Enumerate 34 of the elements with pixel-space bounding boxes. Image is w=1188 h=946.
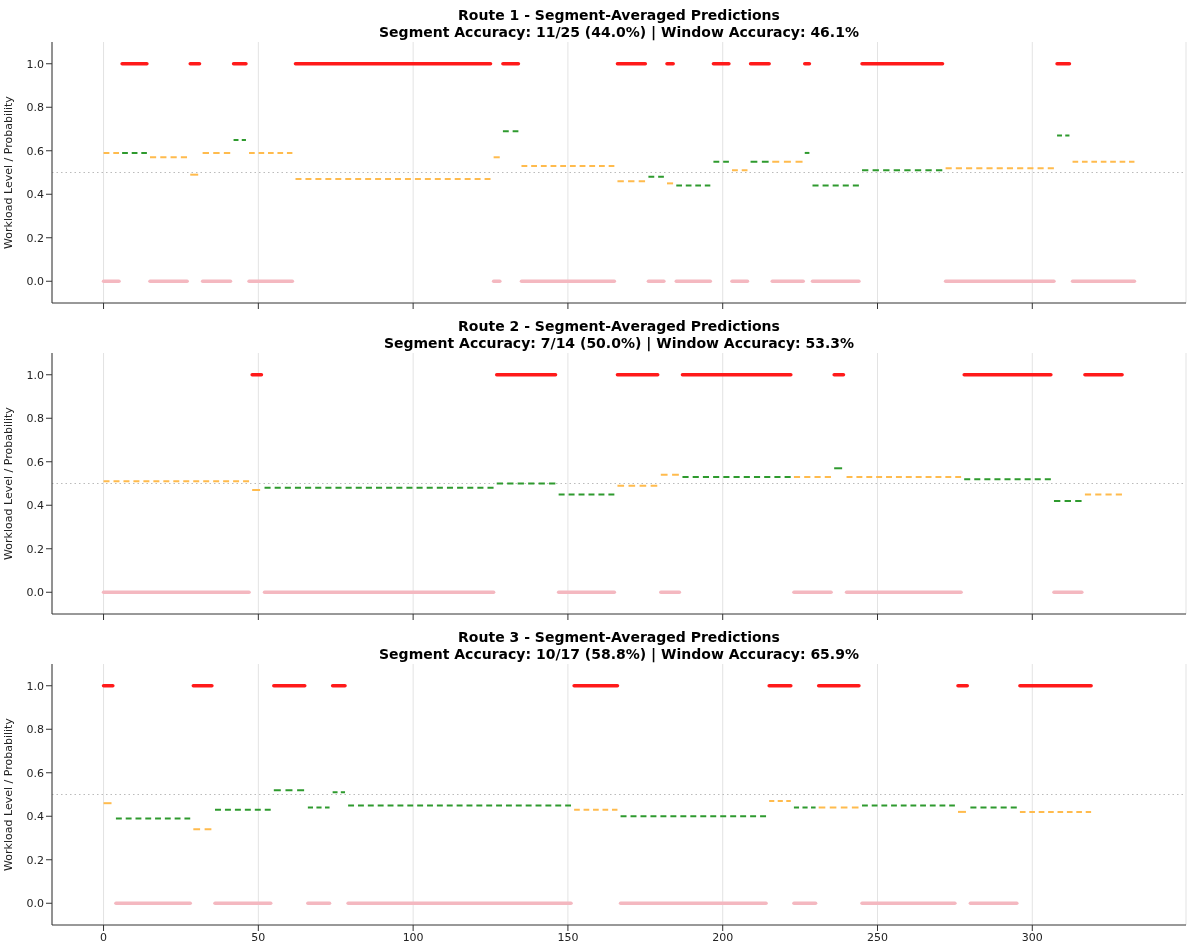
y-tick-label: 0.2: [26, 231, 44, 245]
x-tick-label: 0: [100, 930, 108, 944]
chart-title: Route 1 - Segment-Averaged Predictions: [457, 7, 781, 24]
y-tick-label: 0.4: [26, 188, 44, 202]
x-tick-label: 50: [251, 930, 266, 944]
y-tick-label: 0.0: [26, 586, 44, 600]
y-tick-label: 0.8: [26, 101, 44, 115]
y-tick-label: 0.6: [26, 766, 44, 780]
y-tick-label: 0.6: [26, 144, 44, 158]
chart-subtitle: Segment Accuracy: 10/17 (58.8%) | Window Accuracy: 65.9%: [378, 646, 860, 663]
chart-title: Route 3 - Segment-Averaged Predictions: [457, 629, 781, 646]
y-axis-title: Workload Level / Probability: [1, 717, 15, 871]
y-tick-label: 0.8: [26, 412, 44, 426]
y-tick-label: 0.4: [26, 499, 44, 513]
y-tick-label: 0.8: [26, 723, 44, 737]
chart-title: Route 2 - Segment-Averaged Predictions: [457, 318, 781, 335]
y-tick-label: 0.0: [26, 275, 44, 289]
y-tick-label: 1.0: [26, 368, 44, 382]
x-tick-label: 150: [557, 930, 579, 944]
y-tick-label: 0.0: [26, 897, 44, 911]
y-tick-label: 0.6: [26, 455, 44, 469]
y-tick-label: 1.0: [26, 679, 44, 693]
chart-subtitle: Segment Accuracy: 7/14 (50.0%) | Window Accuracy: 53.3%: [382, 335, 856, 352]
y-tick-label: 0.4: [26, 810, 44, 824]
y-axis-title: Workload Level / Probability: [1, 95, 15, 249]
x-tick-label: 200: [712, 930, 734, 944]
chart-subtitle: Segment Accuracy: 11/25 (44.0%) | Window Accuracy: 46.1%: [378, 24, 860, 41]
y-tick-label: 0.2: [26, 853, 44, 867]
y-axis-title: Workload Level / Probability: [1, 406, 15, 560]
x-tick-label: 300: [1021, 930, 1043, 944]
y-tick-label: 0.2: [26, 542, 44, 556]
x-tick-label: 250: [867, 930, 888, 944]
x-tick-label: 100: [402, 930, 424, 944]
y-tick-label: 1.0: [26, 57, 44, 71]
